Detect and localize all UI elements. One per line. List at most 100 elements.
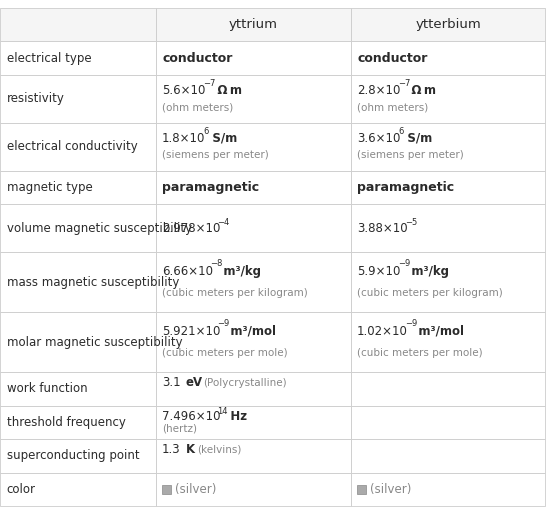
Bar: [351, 312, 545, 372]
Text: Ω m: Ω m: [215, 84, 241, 97]
Text: work function: work function: [7, 382, 87, 395]
Text: Hz: Hz: [228, 410, 247, 423]
Text: S/m: S/m: [210, 132, 237, 144]
Text: (siemens per meter): (siemens per meter): [162, 151, 269, 160]
Text: (Polycrystalline): (Polycrystalline): [204, 378, 287, 388]
Bar: [156, 372, 351, 406]
Text: electrical conductivity: electrical conductivity: [7, 140, 137, 153]
Text: m³/kg: m³/kg: [410, 265, 449, 278]
Bar: [357, 485, 366, 494]
Text: 3.1: 3.1: [162, 376, 181, 389]
Bar: [0, 372, 156, 406]
Bar: [351, 75, 545, 123]
Text: 5.921×10: 5.921×10: [162, 325, 221, 338]
Bar: [156, 252, 351, 312]
Text: 14: 14: [217, 408, 228, 416]
Text: volume magnetic susceptibility: volume magnetic susceptibility: [7, 222, 192, 235]
Text: (silver): (silver): [175, 483, 217, 496]
Text: ytterbium: ytterbium: [415, 18, 481, 31]
Text: 3.6×10: 3.6×10: [357, 132, 400, 144]
Text: (kelvins): (kelvins): [197, 445, 241, 455]
Text: 2.8×10: 2.8×10: [357, 84, 400, 97]
Text: 6.66×10: 6.66×10: [162, 265, 213, 278]
Bar: [351, 171, 545, 204]
Bar: [156, 439, 351, 473]
Text: (silver): (silver): [370, 483, 412, 496]
Text: 6: 6: [203, 127, 209, 136]
Bar: [162, 485, 171, 494]
Bar: [156, 8, 351, 41]
Text: conductor: conductor: [357, 51, 428, 65]
Bar: [351, 473, 545, 506]
Text: −9: −9: [398, 259, 411, 268]
Text: −9: −9: [217, 319, 229, 328]
Text: 7.496×10: 7.496×10: [162, 410, 221, 423]
Bar: [0, 473, 156, 506]
Bar: [0, 171, 156, 204]
Bar: [351, 439, 545, 473]
Text: magnetic type: magnetic type: [7, 181, 92, 194]
Text: paramagnetic: paramagnetic: [162, 181, 259, 194]
Text: −4: −4: [217, 217, 229, 227]
Text: color: color: [7, 483, 35, 496]
Text: 5.6×10: 5.6×10: [162, 84, 205, 97]
Bar: [0, 8, 156, 41]
Text: m³/mol: m³/mol: [416, 325, 464, 338]
Text: −7: −7: [398, 80, 411, 88]
Bar: [0, 312, 156, 372]
Text: 6: 6: [398, 127, 403, 136]
Text: S/m: S/m: [405, 132, 432, 144]
Text: eV: eV: [186, 376, 203, 389]
Text: −5: −5: [405, 217, 417, 227]
Text: 1.02×10: 1.02×10: [357, 325, 408, 338]
Text: m³/kg: m³/kg: [221, 265, 262, 278]
Text: 3.88×10: 3.88×10: [357, 222, 408, 235]
Text: conductor: conductor: [162, 51, 233, 65]
Text: (cubic meters per kilogram): (cubic meters per kilogram): [357, 288, 503, 298]
Bar: [351, 41, 545, 75]
Bar: [156, 312, 351, 372]
Bar: [0, 75, 156, 123]
Text: 1.3: 1.3: [162, 444, 181, 456]
Text: −8: −8: [210, 259, 222, 268]
Text: (cubic meters per kilogram): (cubic meters per kilogram): [162, 288, 308, 298]
Bar: [0, 123, 156, 171]
Text: (ohm meters): (ohm meters): [162, 102, 233, 113]
Bar: [156, 171, 351, 204]
Text: yttrium: yttrium: [229, 18, 277, 31]
Bar: [156, 41, 351, 75]
Bar: [351, 123, 545, 171]
Bar: [351, 204, 545, 252]
Text: Ω m: Ω m: [410, 84, 436, 97]
Text: (cubic meters per mole): (cubic meters per mole): [162, 348, 288, 358]
Text: K: K: [186, 444, 194, 456]
Text: m³/mol: m³/mol: [228, 325, 276, 338]
Text: 5.9×10: 5.9×10: [357, 265, 400, 278]
Bar: [351, 252, 545, 312]
Bar: [351, 406, 545, 439]
Bar: [156, 473, 351, 506]
Bar: [0, 204, 156, 252]
Bar: [156, 406, 351, 439]
Bar: [156, 123, 351, 171]
Bar: [0, 252, 156, 312]
Text: superconducting point: superconducting point: [7, 449, 139, 463]
Text: resistivity: resistivity: [7, 93, 64, 105]
Text: (siemens per meter): (siemens per meter): [357, 151, 464, 160]
Bar: [0, 406, 156, 439]
Bar: [351, 8, 545, 41]
Bar: [0, 41, 156, 75]
Bar: [0, 439, 156, 473]
Text: 1.8×10: 1.8×10: [162, 132, 205, 144]
Text: molar magnetic susceptibility: molar magnetic susceptibility: [7, 336, 182, 348]
Text: −7: −7: [203, 80, 216, 88]
Text: electrical type: electrical type: [7, 51, 91, 65]
Bar: [156, 75, 351, 123]
Text: (cubic meters per mole): (cubic meters per mole): [357, 348, 483, 358]
Text: −9: −9: [405, 319, 417, 328]
Bar: [351, 372, 545, 406]
Text: (hertz): (hertz): [162, 424, 197, 433]
Text: 2.978×10: 2.978×10: [162, 222, 221, 235]
Text: mass magnetic susceptibility: mass magnetic susceptibility: [7, 276, 179, 289]
Text: (ohm meters): (ohm meters): [357, 102, 428, 113]
